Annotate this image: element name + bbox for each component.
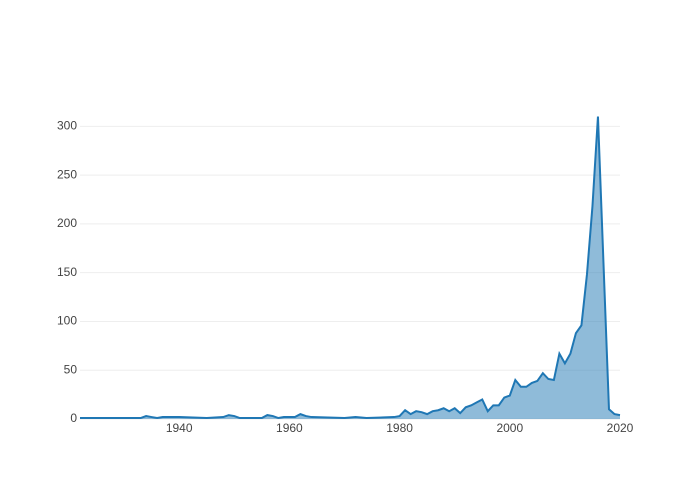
x-tick-label: 1980 (386, 421, 413, 435)
area-fill (80, 116, 620, 419)
x-tick-label: 1940 (166, 421, 193, 435)
y-tick-label: 100 (57, 314, 77, 328)
y-tick-label: 150 (57, 265, 77, 279)
area-line (80, 116, 621, 420)
y-tick-label: 200 (57, 216, 77, 230)
y-tick-label: 250 (57, 167, 77, 181)
y-tick-label: 0 (70, 411, 77, 425)
x-tick-label: 1960 (276, 421, 303, 435)
y-tick-label: 300 (57, 119, 77, 133)
y-tick-label: 50 (64, 362, 78, 376)
x-tick-label: 2000 (496, 421, 523, 435)
x-tick-label: 2020 (607, 421, 634, 435)
